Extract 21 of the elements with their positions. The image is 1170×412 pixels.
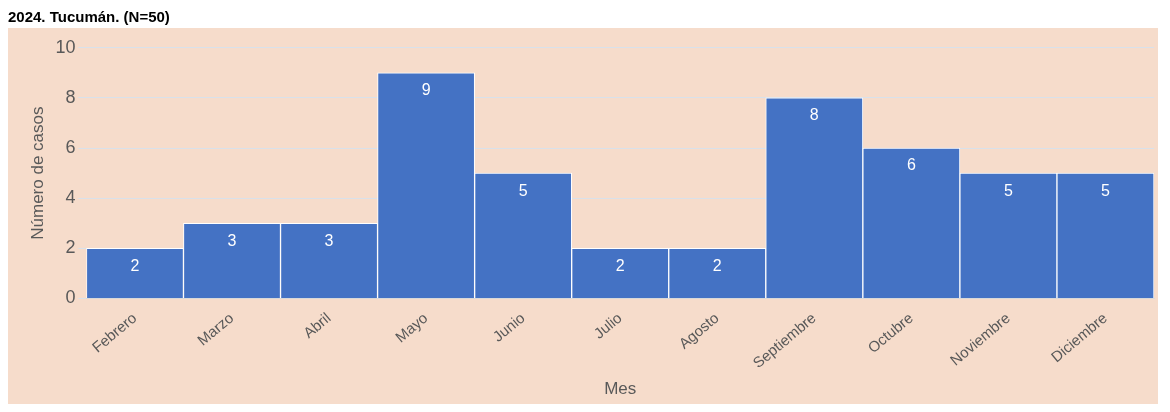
y-tick-label: 6 [65, 137, 76, 158]
y-tick-label: 10 [55, 36, 76, 57]
data-label: 2 [615, 256, 625, 274]
y-axis-title: Número de casos [27, 106, 47, 240]
y-tick-label: 2 [65, 237, 76, 258]
data-label: 2 [130, 256, 140, 274]
data-label: 5 [1101, 181, 1111, 199]
data-label: 5 [1003, 181, 1013, 199]
chart-title: 2024. Tucumán. (N=50) [8, 8, 171, 27]
y-tick-label: 8 [65, 86, 76, 107]
y-tick-label: 0 [65, 287, 76, 308]
data-label: 8 [809, 106, 819, 124]
x-tick-label: Julio [590, 308, 625, 342]
data-label: 6 [906, 156, 916, 174]
x-axis-title: Mes [604, 379, 637, 399]
y-tick-label: 4 [65, 187, 76, 208]
data-label: 5 [518, 181, 528, 199]
data-label: 3 [324, 231, 334, 249]
data-label: 9 [421, 81, 431, 99]
data-label: 2 [712, 256, 722, 274]
data-label: 3 [227, 231, 237, 249]
